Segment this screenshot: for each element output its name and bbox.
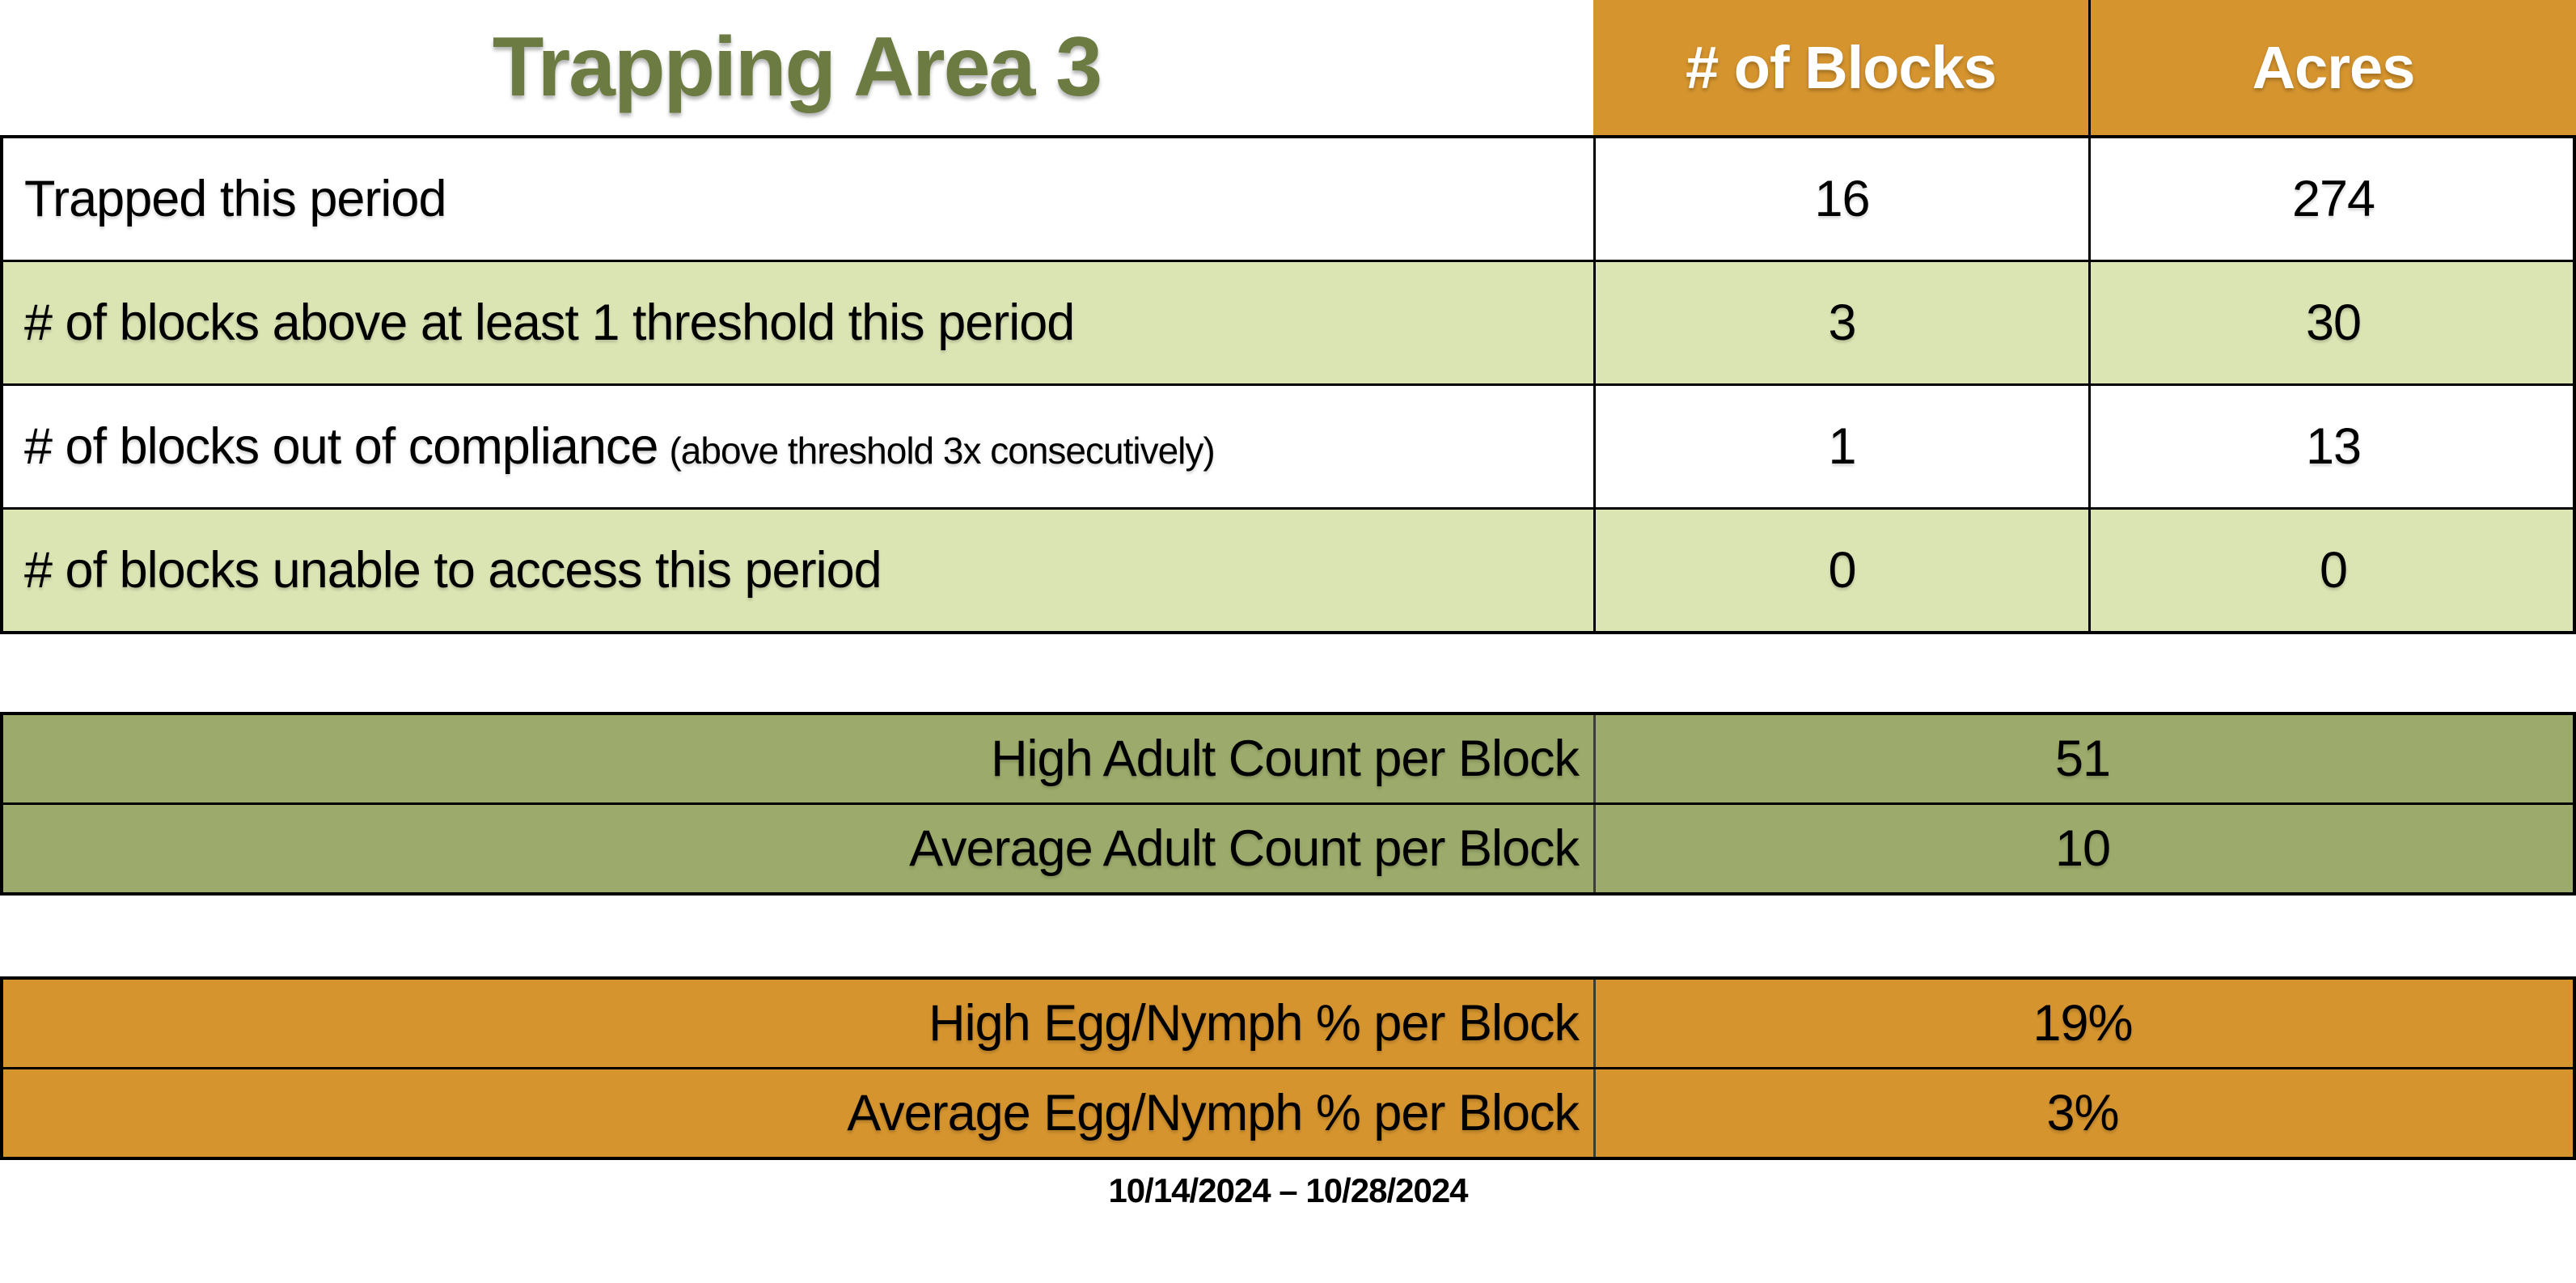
row-label-above-threshold: # of blocks above at least 1 threshold t… (3, 262, 1593, 383)
blocks-value: 0 (1593, 510, 2088, 631)
acres-value: 30 (2088, 262, 2576, 383)
page-title: Trapping Area 3 (492, 20, 1102, 114)
column-header-acres: Acres (2088, 0, 2576, 135)
blocks-value: 3 (1593, 262, 2088, 383)
row-label-text: Trapped this period (24, 171, 446, 227)
avg-egg-nymph-value: 3% (1593, 1069, 2570, 1157)
table-row: # of blocks unable to access this period… (3, 507, 2573, 631)
date-range: 10/14/2024 – 10/28/2024 (1108, 1171, 1468, 1209)
high-adult-count-label: High Adult Count per Block (991, 730, 1580, 787)
title-cell: Trapping Area 3 (0, 0, 1593, 135)
row-label-unable-access: # of blocks unable to access this period (3, 510, 1593, 631)
adult-count-table: High Adult Count per Block 51 Average Ad… (0, 712, 2576, 896)
avg-egg-nymph-label: Average Egg/Nymph % per Block (847, 1085, 1580, 1141)
blocks-value: 16 (1593, 138, 2088, 260)
summary-table: Trapped this period 16 274 # of blocks a… (0, 135, 2576, 634)
high-egg-nymph-value: 19% (1593, 980, 2570, 1067)
row-label-trapped: Trapped this period (3, 138, 1593, 260)
table-row: Average Adult Count per Block 10 (3, 802, 2573, 892)
row-label-text: # of blocks out of compliance (24, 418, 658, 475)
table-row: Trapped this period 16 274 (3, 138, 2573, 260)
egg-nymph-table: High Egg/Nymph % per Block 19% Average E… (0, 976, 2576, 1160)
row-label-text: # of blocks unable to access this period (24, 542, 882, 599)
table-row: # of blocks above at least 1 threshold t… (3, 260, 2573, 383)
table-row: # of blocks out of compliance (above thre… (3, 383, 2573, 507)
spacer (0, 896, 2576, 976)
row-label-text: # of blocks above at least 1 threshold t… (24, 294, 1075, 351)
table-header-row: Trapping Area 3 # of Blocks Acres (0, 0, 2576, 135)
acres-value: 0 (2088, 510, 2576, 631)
row-label-note: (above threshold 3x consecutively) (669, 430, 1215, 472)
column-header-blocks: # of Blocks (1593, 0, 2088, 135)
table-row: Average Egg/Nymph % per Block 3% (3, 1067, 2573, 1157)
table-row: High Adult Count per Block 51 (3, 715, 2573, 802)
acres-value: 274 (2088, 138, 2576, 260)
table-row: High Egg/Nymph % per Block 19% (3, 980, 2573, 1067)
high-egg-nymph-label: High Egg/Nymph % per Block (928, 995, 1580, 1052)
acres-value: 13 (2088, 386, 2576, 507)
spacer (0, 634, 2576, 712)
avg-adult-count-value: 10 (1593, 805, 2570, 892)
row-label-out-of-compliance: # of blocks out of compliance (above thre… (3, 386, 1593, 507)
avg-adult-count-label: Average Adult Count per Block (909, 820, 1580, 877)
blocks-value: 1 (1593, 386, 2088, 507)
high-adult-count-value: 51 (1593, 715, 2570, 802)
